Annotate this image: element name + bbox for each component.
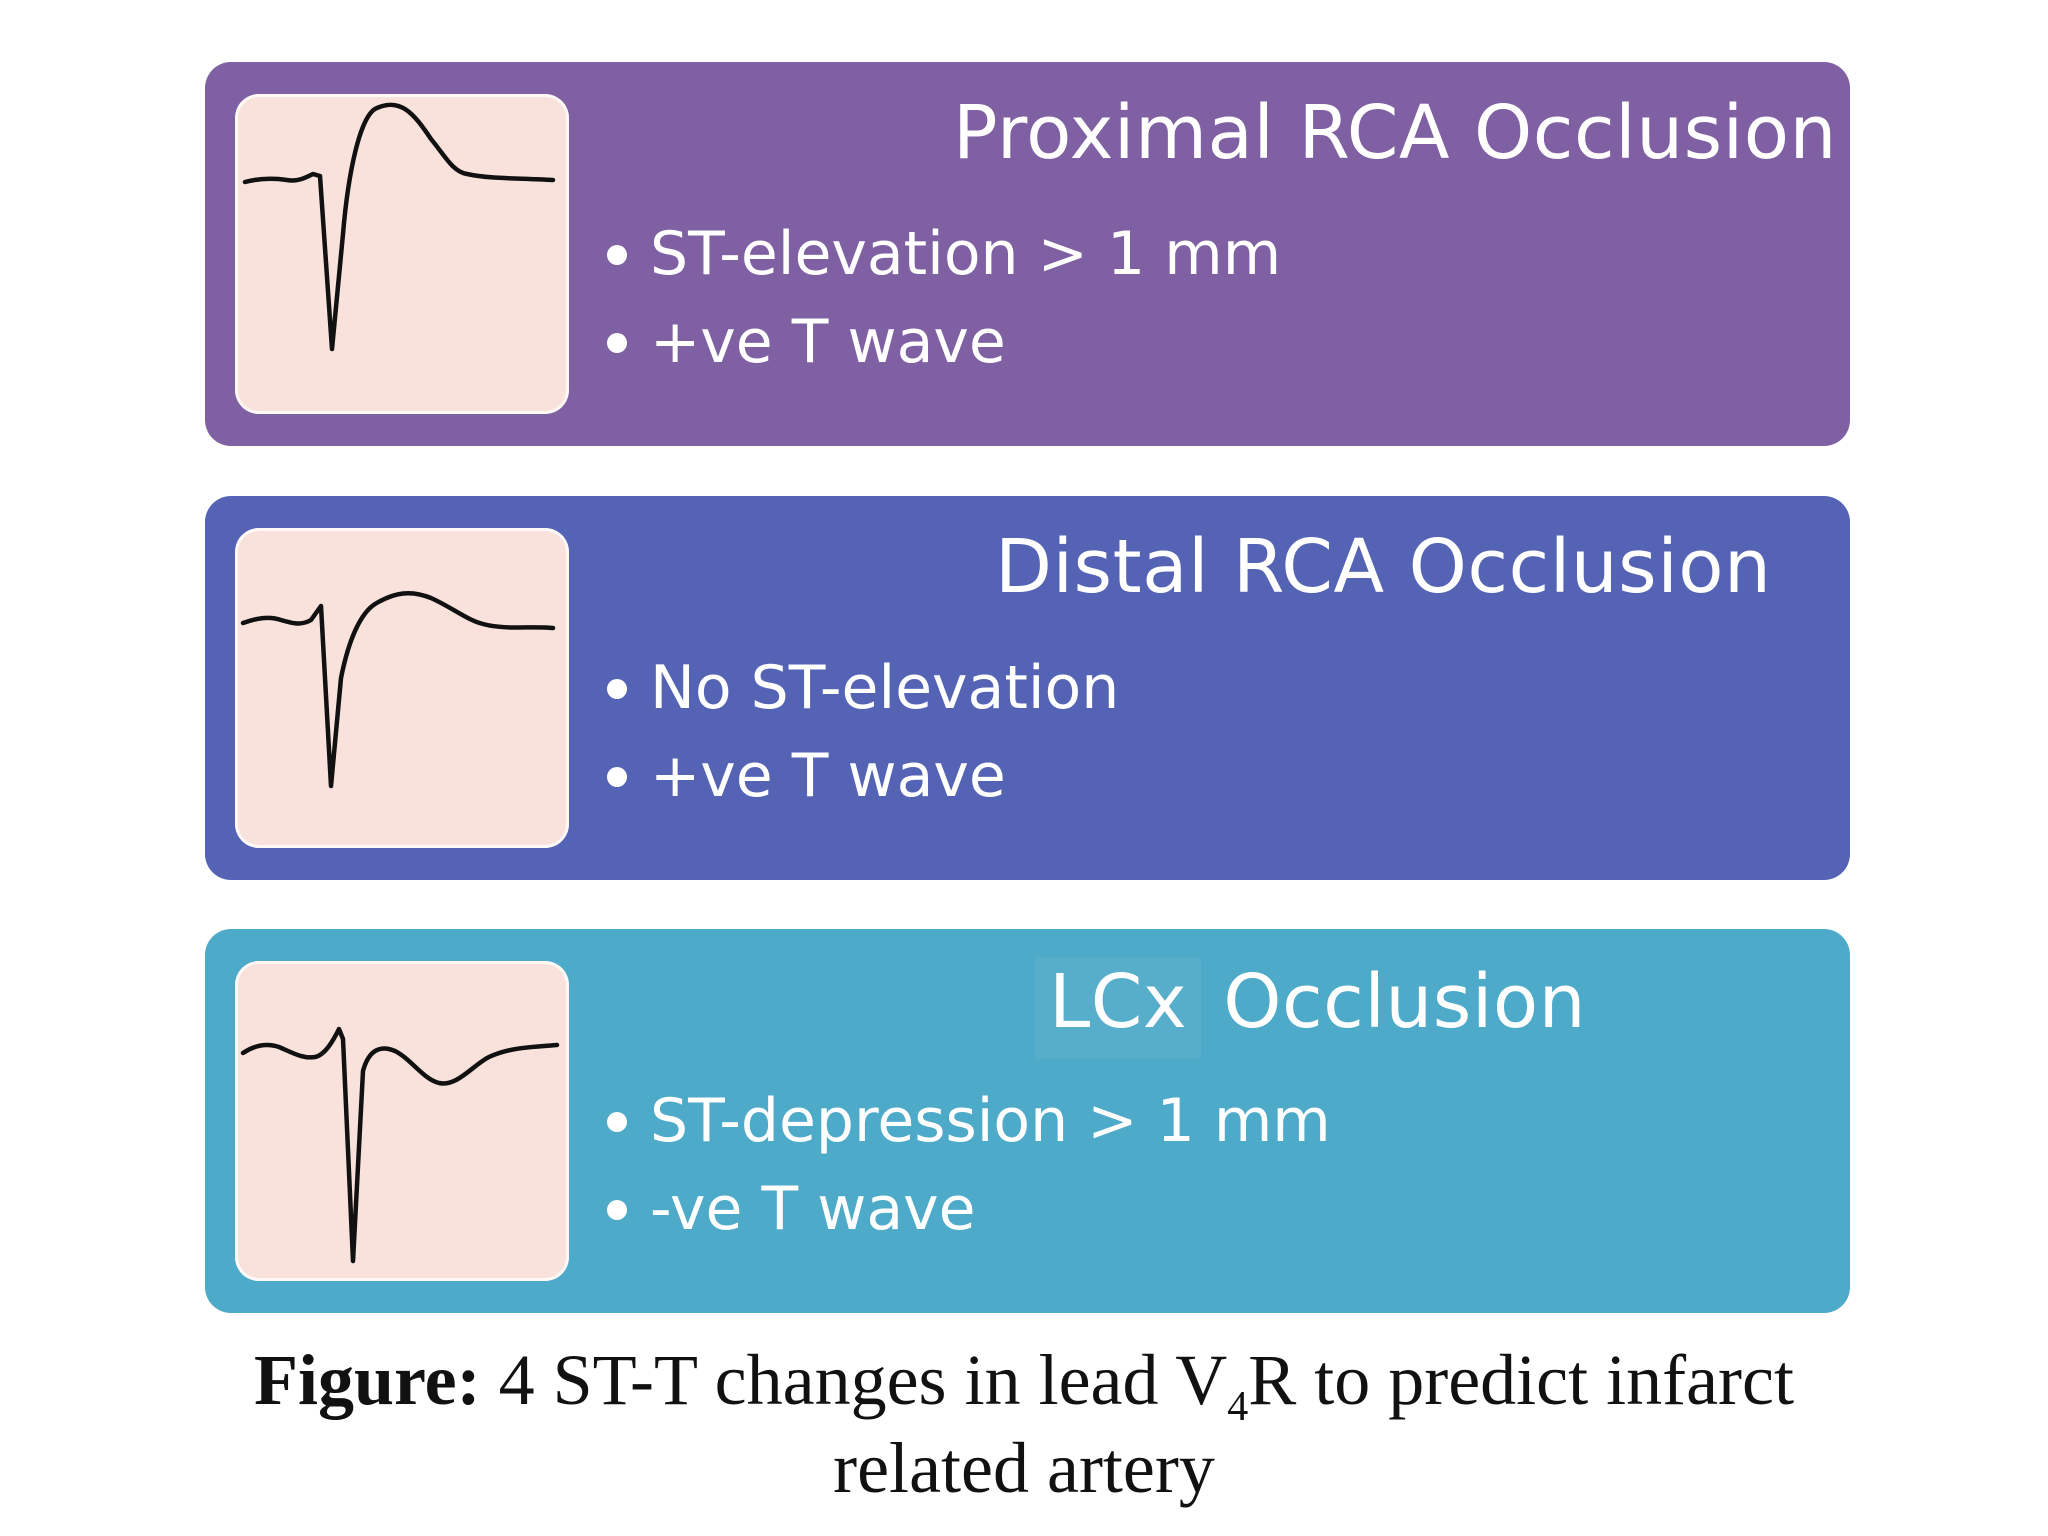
ecg-waveform-icon bbox=[240, 1026, 560, 1264]
criteria-list: No ST-elevation +ve T wave bbox=[605, 644, 1119, 820]
criteria-text: No ST-elevation bbox=[650, 653, 1120, 723]
bullet-dot-icon bbox=[607, 679, 627, 699]
caption-line-2: related artery bbox=[833, 1428, 1215, 1508]
criteria-item: +ve T wave bbox=[605, 732, 1119, 820]
ecg-waveform-lcx bbox=[235, 961, 569, 1281]
criteria-list: ST-depression > 1 mm -ve T wave bbox=[605, 1077, 1331, 1253]
bullet-dot-icon bbox=[607, 767, 627, 787]
caption-subscript: 4 bbox=[1227, 1384, 1249, 1430]
ecg-waveform-icon bbox=[242, 102, 556, 352]
bullet-dot-icon bbox=[607, 1200, 627, 1220]
figure-caption: Figure: 4 ST-T changes in lead V4R to pr… bbox=[0, 1336, 2048, 1512]
proximal-rca-panel: Proximal RCA Occlusion ST-elevation > 1 … bbox=[205, 62, 1850, 446]
bullet-dot-icon bbox=[607, 1112, 627, 1132]
bullet-dot-icon bbox=[607, 245, 627, 265]
lcx-panel: LCx Occlusion ST-depression > 1 mm -ve T … bbox=[205, 929, 1850, 1313]
criteria-item: -ve T wave bbox=[605, 1165, 1331, 1253]
lcx-label: LCx bbox=[1035, 957, 1202, 1059]
bullet-dot-icon bbox=[607, 333, 627, 353]
occlusion-label: Occlusion bbox=[1223, 959, 1587, 1045]
caption-text-end: R to predict infarct bbox=[1248, 1340, 1794, 1420]
criteria-text: ST-depression > 1 mm bbox=[650, 1086, 1331, 1156]
ecg-waveform-proximal bbox=[235, 94, 569, 414]
distal-rca-panel: Distal RCA Occlusion No ST-elevation +ve… bbox=[205, 496, 1850, 880]
criteria-text: +ve T wave bbox=[650, 307, 1006, 377]
criteria-text: ST-elevation > 1 mm bbox=[650, 219, 1282, 289]
panel-title: Distal RCA Occlusion bbox=[995, 524, 1772, 610]
caption-line-1: Figure: 4 ST-T changes in lead V4R to pr… bbox=[0, 1336, 2048, 1428]
caption-label: Figure: bbox=[253, 1340, 481, 1420]
criteria-item: ST-elevation > 1 mm bbox=[605, 210, 1281, 298]
criteria-item: +ve T wave bbox=[605, 298, 1281, 386]
panel-title: LCx Occlusion bbox=[1035, 957, 1586, 1059]
ecg-waveform-icon bbox=[240, 590, 556, 789]
criteria-list: ST-elevation > 1 mm +ve T wave bbox=[605, 210, 1281, 386]
panel-title: Proximal RCA Occlusion bbox=[953, 90, 1837, 176]
criteria-text: +ve T wave bbox=[650, 741, 1006, 811]
criteria-text: -ve T wave bbox=[650, 1174, 976, 1244]
criteria-item: ST-depression > 1 mm bbox=[605, 1077, 1331, 1165]
ecg-waveform-distal bbox=[235, 528, 569, 848]
criteria-item: No ST-elevation bbox=[605, 644, 1119, 732]
caption-text-start: 4 ST-T changes in lead V bbox=[480, 1340, 1228, 1420]
